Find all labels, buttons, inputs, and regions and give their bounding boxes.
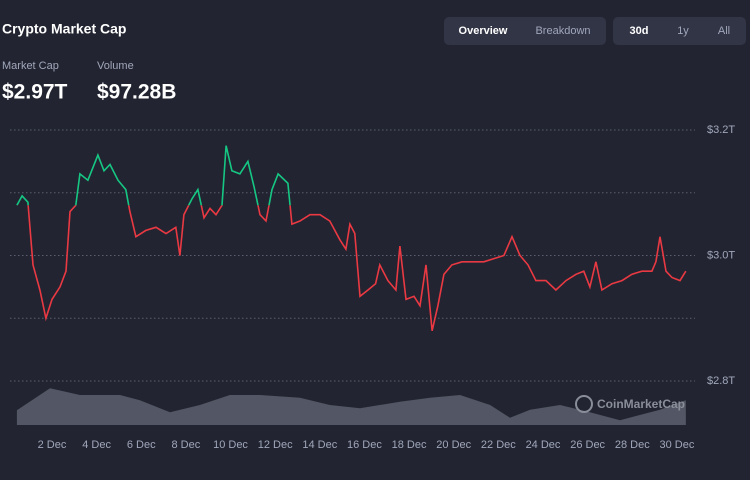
stat-value: $97.28B bbox=[97, 81, 176, 104]
range-button[interactable]: 1y bbox=[677, 25, 689, 37]
tab-button[interactable]: Breakdown bbox=[535, 25, 590, 37]
watermark-logo bbox=[575, 395, 593, 413]
x-tick-label: 26 Dec bbox=[570, 439, 605, 451]
stat-value: $2.97T bbox=[2, 81, 68, 104]
range-group bbox=[613, 17, 746, 45]
y-tick-label: $2.8T bbox=[707, 375, 735, 387]
x-tick-label: 14 Dec bbox=[302, 439, 337, 451]
range-button[interactable]: All bbox=[718, 25, 730, 37]
tab-button[interactable]: Overview bbox=[459, 25, 508, 37]
y-tick-label: $3.2T bbox=[707, 124, 735, 136]
price-line-down bbox=[16, 205, 687, 331]
stat-label: Volume bbox=[97, 60, 134, 72]
range-button[interactable]: 30d bbox=[630, 25, 649, 37]
x-tick-label: 10 Dec bbox=[213, 439, 248, 451]
tab-group bbox=[444, 17, 606, 45]
x-tick-label: 12 Dec bbox=[258, 439, 293, 451]
x-tick-label: 28 Dec bbox=[615, 439, 650, 451]
price-line-up bbox=[16, 145, 291, 206]
volume-area bbox=[16, 388, 686, 425]
x-tick-label: 2 Dec bbox=[38, 439, 67, 451]
x-tick-label: 6 Dec bbox=[127, 439, 156, 451]
x-tick-label: 18 Dec bbox=[392, 439, 427, 451]
x-tick-label: 8 Dec bbox=[172, 439, 201, 451]
x-tick-label: 4 Dec bbox=[82, 439, 111, 451]
x-tick-label: 30 Dec bbox=[659, 439, 694, 451]
x-tick-label: 20 Dec bbox=[436, 439, 471, 451]
x-tick-label: 22 Dec bbox=[481, 439, 516, 451]
stat-label: Market Cap bbox=[2, 60, 59, 72]
x-tick-label: 24 Dec bbox=[526, 439, 561, 451]
watermark: CoinMarketCap bbox=[597, 397, 685, 411]
x-tick-label: 16 Dec bbox=[347, 439, 382, 451]
y-tick-label: $3.0T bbox=[707, 249, 735, 261]
chart-title: Crypto Market Cap bbox=[2, 21, 126, 37]
